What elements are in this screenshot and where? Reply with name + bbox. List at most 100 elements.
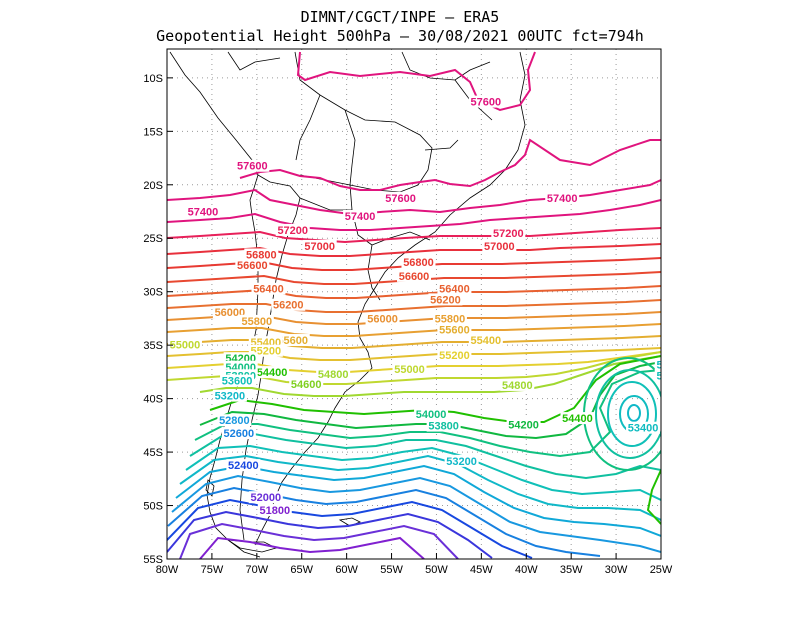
contour-label: 55200 — [251, 346, 282, 358]
contour-label: 53600 — [222, 376, 253, 388]
lon-tick-label: 60W — [335, 564, 358, 576]
contour-label-bg — [560, 412, 595, 425]
contour-label-bg — [244, 248, 279, 261]
contour-label: 52800 — [219, 415, 250, 427]
contour-label: 55000 — [394, 364, 425, 376]
contour-label: 52000 — [251, 492, 282, 504]
contour-label-bg — [414, 407, 449, 420]
contour-label-bg — [654, 358, 661, 371]
contour-label-bg — [212, 389, 247, 402]
contour-label-bg — [444, 454, 479, 467]
contour-label: 54200 — [508, 419, 539, 431]
contour-label: 55800 — [242, 316, 273, 328]
contour-label: 54000 — [416, 409, 447, 421]
contour-label-bg — [468, 95, 503, 108]
contour-label-bg — [212, 306, 247, 319]
contour-label-bg — [302, 239, 337, 252]
contour-label: 57200 — [493, 228, 524, 240]
lat-tick-label: 40S — [143, 394, 163, 406]
contour-label: 52600 — [224, 428, 255, 440]
plot-frame — [166, 48, 662, 560]
lon-tick-label: 45W — [470, 564, 493, 576]
contour-label: 56000 — [367, 314, 398, 326]
contour-label-bg — [271, 298, 306, 311]
contour-label-bg — [392, 362, 427, 375]
contour-label-bg — [316, 368, 351, 381]
latitude-axis: 10S 15S 20S 25S 30S 35S 40S 45S 50S 55S — [143, 73, 173, 566]
contour-label-bg — [365, 312, 400, 325]
contour-label-bg — [226, 459, 261, 472]
contour-label: 57400 — [188, 207, 219, 219]
contour-label-bg — [235, 159, 270, 172]
lon-tick-label: 80W — [156, 564, 179, 576]
contour-label-bg — [235, 259, 270, 272]
contour-label: 55400 — [471, 335, 502, 347]
contour-label-bg — [275, 334, 310, 347]
lat-tick-label: 55S — [143, 554, 163, 566]
contour-label: 57600 — [471, 97, 502, 109]
contour-label-bg — [437, 282, 472, 295]
contour-label: 55600 — [439, 324, 470, 336]
contour-label: 54800 — [318, 369, 349, 381]
lat-tick-label: 25S — [143, 233, 163, 245]
lon-tick-label: 50W — [425, 564, 448, 576]
contour-label: 57400 — [345, 211, 376, 223]
contour-label-bg — [343, 210, 378, 222]
contour-label-bg — [428, 293, 463, 306]
lon-tick-label: 75W — [201, 564, 224, 576]
lon-tick-label: 65W — [290, 564, 313, 576]
contour-label: 56400 — [439, 284, 470, 296]
contour-label: 57600 — [237, 161, 268, 173]
lon-tick-label: 70W — [246, 564, 269, 576]
contour-label-bg — [251, 282, 286, 295]
contour-label-bg — [275, 223, 310, 236]
lon-tick-label: 40W — [515, 564, 538, 576]
contour-label: 57400 — [547, 193, 578, 205]
lat-tick-label: 45S — [143, 447, 163, 459]
contour-label-bg — [397, 269, 431, 282]
contour-label: 56200 — [430, 294, 461, 306]
contour-label: 54400 — [562, 413, 593, 425]
contour-label-bg — [432, 312, 467, 325]
contour-label: 51800 — [259, 505, 290, 517]
contour-label: 56200 — [273, 300, 304, 312]
lon-tick-label: 25W — [650, 564, 673, 576]
contour-label-bg — [220, 374, 255, 387]
contour-label-bg — [383, 191, 418, 204]
contour-lines — [167, 51, 661, 559]
contour-label-bg — [437, 323, 472, 336]
contour-label: 56800 — [403, 257, 434, 269]
contour-labels: 57600 57600 57600 57400 57400 57400 57200 57200… — [167, 95, 687, 517]
contour-label-bg — [185, 205, 220, 218]
contour-label: 53600 — [656, 370, 687, 382]
contour-label-bg — [482, 239, 517, 252]
contour-label-bg — [239, 314, 274, 327]
contour-label-bg — [437, 348, 472, 361]
contour-label: 56600 — [399, 271, 430, 283]
lon-tick-label: 35W — [560, 564, 583, 576]
contour-label: 53200 — [446, 456, 477, 468]
lon-tick-label: 30W — [605, 564, 628, 576]
lat-tick-label: 10S — [143, 73, 163, 85]
contour-label: 52400 — [228, 460, 259, 472]
contour-label: 53400 — [656, 360, 687, 372]
contour-label-bg — [506, 418, 541, 431]
map-title-line1: DIMNT/CGCT/INPE – ERA5 — [301, 8, 500, 26]
contour-label-bg — [500, 378, 535, 391]
contour-label: 57000 — [484, 241, 515, 253]
coastlines — [169, 51, 526, 558]
longitude-axis: 80W 75W 70W 65W 60W 55W 50W 45W 40W 35W 30W 25W — [156, 553, 673, 576]
contour-label: 55800 — [435, 314, 466, 326]
contour-label-bg — [248, 491, 283, 504]
contour-label: 57000 — [304, 241, 335, 253]
contour-label-bg — [545, 191, 580, 204]
contour-label-bg — [255, 366, 290, 379]
contour-label-bg — [491, 227, 526, 240]
contour-label: 55200 — [439, 350, 470, 362]
contour-label-bg — [401, 255, 436, 268]
contour-label: 54600 — [291, 379, 322, 391]
lat-tick-label: 30S — [143, 287, 163, 299]
contour-label: 56000 — [215, 307, 246, 319]
contour-label: 54800 — [502, 380, 533, 392]
